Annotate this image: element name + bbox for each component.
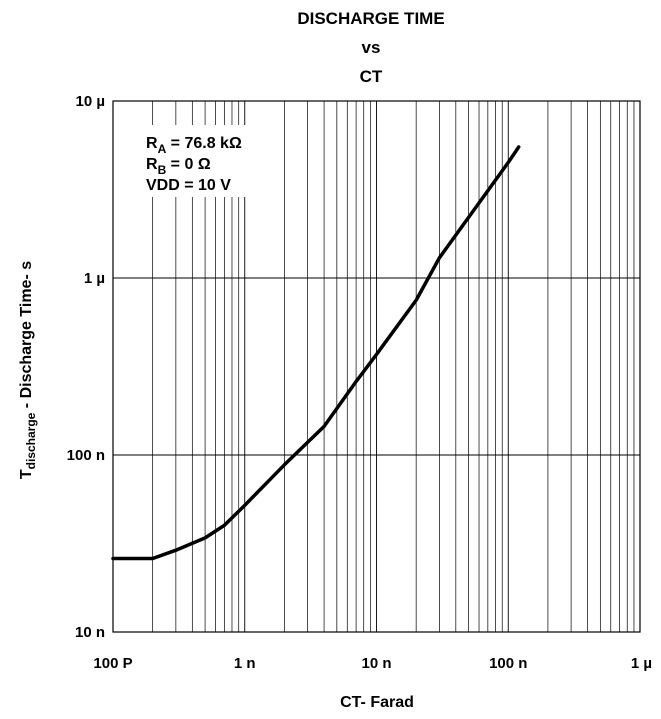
annotation-rb-main: R <box>146 156 158 173</box>
annotation-vdd: VDD = 10 V <box>146 177 231 194</box>
title-line-1: DISCHARGE TIME <box>297 9 444 28</box>
y-axis-label-subscript: discharge <box>24 412 38 469</box>
annotation-line-rb: RB = 0 Ω <box>146 156 211 177</box>
y-tick-label: 100 n <box>67 447 105 464</box>
annotation-ra-sub: A <box>158 142 167 156</box>
annotation-rb-sub: B <box>158 163 167 177</box>
x-tick-label: 100 n <box>489 655 527 672</box>
x-tick-label: 10 n <box>361 655 391 672</box>
parameter-annotation: RA = 76.8 kΩ RB = 0 Ω VDD = 10 V <box>143 125 283 197</box>
y-axis-label-rest: - Discharge Time- s <box>18 261 35 413</box>
annotation-background <box>143 125 283 197</box>
title-line-2: vs <box>362 38 381 57</box>
annotation-ra-rest: = 76.8 kΩ <box>166 135 242 152</box>
x-tick-label: 100 P <box>93 655 132 672</box>
y-axis-label: Tdischarge - Discharge Time- s <box>18 261 38 479</box>
annotation-rb-rest: = 0 Ω <box>166 156 211 173</box>
x-tick-label: 1 µ <box>631 655 652 672</box>
title-line-3: CT <box>360 67 383 86</box>
y-tick-labels: 10 n 100 n 1 µ 10 µ <box>67 93 105 641</box>
chart-title: DISCHARGE TIME vs CT <box>297 9 444 86</box>
annotation-ra-main: R <box>146 135 158 152</box>
annotation-line-vdd: VDD = 10 V <box>146 177 231 194</box>
y-axis-label-main: T <box>18 469 35 479</box>
x-tick-label: 1 n <box>234 655 256 672</box>
discharge-time-curve <box>111 145 521 561</box>
annotation-line-ra: RA = 76.8 kΩ <box>146 135 242 156</box>
plot-frame <box>112 100 641 633</box>
y-tick-label: 1 µ <box>84 270 105 287</box>
x-axis-label: CT- Farad <box>340 694 414 711</box>
y-tick-label: 10 n <box>75 624 105 641</box>
x-tick-labels: 100 P 1 n 10 n 100 n 1 µ <box>93 655 652 672</box>
y-tick-label: 10 µ <box>76 93 106 110</box>
